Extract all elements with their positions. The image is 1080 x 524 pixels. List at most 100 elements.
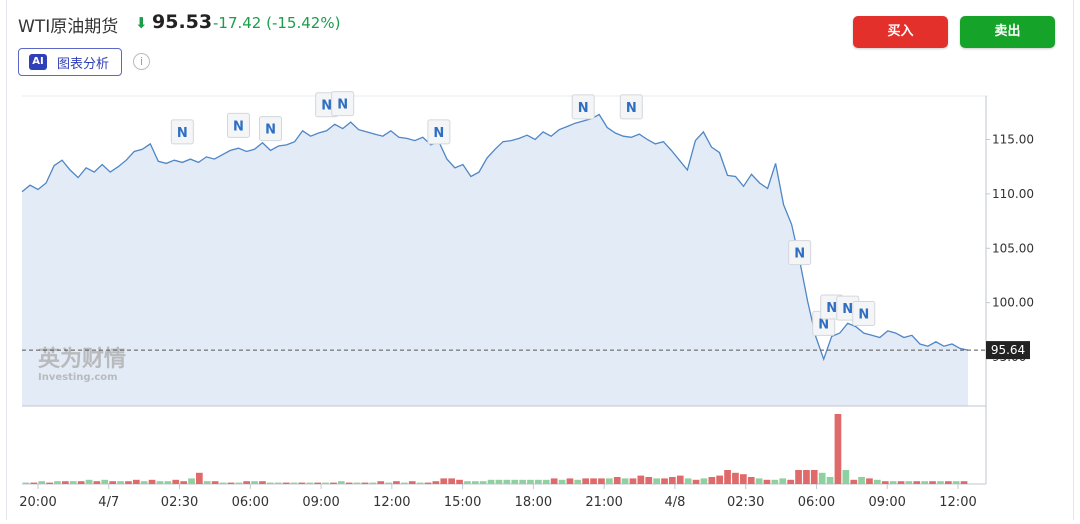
news-marker-label: N (177, 126, 188, 141)
volume-bar (676, 475, 684, 484)
x-tick-label: 06:00 (232, 495, 269, 510)
y-tick-label: 105.00 (992, 241, 1034, 255)
volume-bar (763, 479, 771, 484)
news-marker-label: N (858, 308, 869, 323)
volume-bar (558, 479, 566, 484)
volume-bar (109, 481, 116, 484)
news-marker[interactable]: N (788, 240, 812, 266)
volume-bar (732, 472, 739, 484)
volume-bar (858, 477, 865, 484)
volume-bar (46, 482, 53, 484)
volume-bar (889, 481, 897, 484)
ai-chart-analysis-button[interactable]: AI 图表分析 (18, 48, 122, 76)
volume-bar (306, 482, 314, 484)
news-marker-label: N (433, 126, 444, 141)
buy-button[interactable]: 买入 (853, 16, 948, 48)
volume-bar (211, 481, 219, 484)
news-marker[interactable]: N (226, 112, 250, 138)
volume-bar (550, 478, 558, 484)
volume-bar (692, 479, 700, 484)
volume-bar (574, 479, 582, 484)
volume-bar (511, 479, 519, 484)
volume-bar (180, 481, 187, 484)
volume-bar (960, 481, 968, 484)
y-tick-label: 110.00 (992, 187, 1034, 201)
volume-bar (337, 481, 345, 484)
volume-bar (196, 472, 203, 484)
x-tick-label: 02:30 (727, 495, 764, 510)
sell-button[interactable]: 卖出 (960, 16, 1055, 48)
volume-bar (188, 478, 195, 484)
volume-bar (826, 477, 834, 484)
chart-frame (6, 0, 1074, 520)
price-line (21, 113, 969, 362)
volume-bar (22, 482, 30, 484)
volume-bar (590, 478, 597, 484)
news-marker-label: N (337, 98, 348, 113)
news-marker-label: N (233, 119, 244, 134)
volume-bar (724, 470, 731, 484)
volume-bar (629, 478, 637, 484)
volume-bar (464, 481, 471, 484)
volume-bar (172, 479, 180, 484)
news-marker-label: N (842, 302, 853, 317)
volume-bar (755, 478, 763, 484)
news-marker[interactable]: N (259, 116, 283, 142)
info-icon[interactable]: i (133, 53, 150, 70)
x-tick-label: 18:00 (515, 495, 552, 510)
volume-bar (637, 475, 645, 484)
volume-bar (448, 478, 455, 484)
x-tick-label: 21:00 (585, 495, 622, 510)
volume-bar (314, 482, 321, 484)
price-change: -17.42 (-15.42%) (213, 14, 341, 32)
news-marker-label: N (321, 99, 332, 114)
news-marker[interactable]: N (170, 119, 194, 145)
volume-bar (929, 481, 936, 484)
volume-bar (203, 481, 211, 484)
down-arrow-icon: ⬇ (135, 14, 148, 32)
volume-bar (85, 479, 93, 484)
volume-bar (117, 481, 124, 484)
volume-bar (140, 481, 148, 484)
news-marker[interactable]: N (427, 119, 451, 145)
x-tick-label: 4/8 (664, 495, 685, 510)
volume-bar (866, 478, 873, 484)
volume-bar (566, 478, 574, 484)
volume-bar (77, 481, 85, 484)
news-marker[interactable]: N (571, 94, 595, 120)
volume-bar (850, 479, 858, 484)
news-marker[interactable]: N (852, 301, 876, 327)
volume-bar (905, 481, 913, 484)
volume-bar (519, 479, 526, 484)
volume-bar (227, 482, 235, 484)
volume-bar (101, 479, 109, 484)
volume-bar (874, 479, 881, 484)
x-tick-label: 4/7 (98, 495, 119, 510)
volume-bar (456, 479, 463, 484)
news-marker[interactable]: N (619, 94, 643, 120)
news-marker[interactable]: N (331, 91, 355, 117)
volume-bar (30, 482, 38, 484)
news-marker-label: N (826, 301, 837, 316)
volume-bar (487, 479, 495, 484)
volume-bar (322, 482, 329, 484)
ai-chart-analysis-label: 图表分析 (57, 57, 110, 72)
volume-bar (842, 470, 850, 484)
volume-bar (834, 414, 842, 484)
volume-bar (700, 478, 708, 484)
news-marker-label: N (626, 101, 637, 116)
news-marker-label: N (794, 247, 805, 262)
watermark-en: Investing.com (38, 372, 118, 383)
volume-bar (542, 479, 550, 484)
volume-bar (787, 479, 794, 484)
volume-bar (93, 481, 101, 484)
volume-bar (708, 477, 716, 484)
volume-bar (251, 481, 258, 484)
volume-bar (377, 481, 385, 484)
volume-bar (684, 478, 692, 484)
current-price-tag: 95.64 (986, 341, 1030, 360)
volume-bar (267, 482, 274, 484)
volume-bar (747, 477, 755, 484)
